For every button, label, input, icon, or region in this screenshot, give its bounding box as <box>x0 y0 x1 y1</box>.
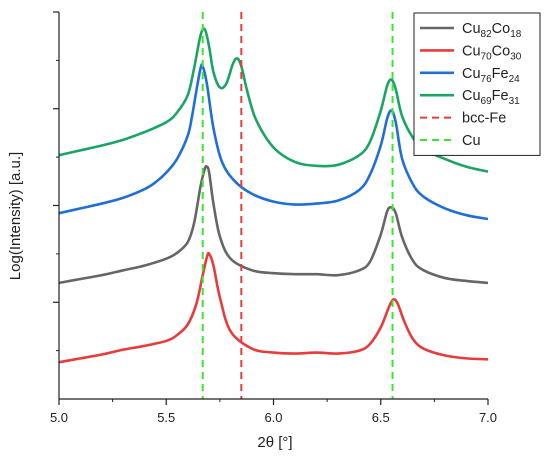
legend-label-cu82co18: Cu82Co18 <box>462 21 522 40</box>
x-tick-label: 7.0 <box>479 410 497 425</box>
x-tick-label: 6.0 <box>264 410 282 425</box>
legend-box <box>413 12 541 156</box>
legend-label-cu70co30: Cu70Co30 <box>462 43 522 62</box>
legend-label-bcc-fe: bcc-Fe <box>462 111 506 127</box>
x-tick-label: 5.5 <box>157 410 175 425</box>
legend-label-cu76fe24: Cu76Fe24 <box>462 66 520 85</box>
series-line-cu76fe24 <box>59 63 488 221</box>
x-tick-label: 6.5 <box>372 410 390 425</box>
series-line-cu82co18 <box>59 164 488 285</box>
x-axis-label: 2θ [°] <box>257 434 292 451</box>
plot-area <box>59 12 488 399</box>
legend-label-cu: Cu <box>462 133 481 149</box>
y-axis-label: Log(Intensity) [a.u.] <box>7 152 24 280</box>
legend: Cu82Co18 Cu70Co30 Cu76Fe24 Cu69Fe31 bcc-Fe Cu <box>413 12 541 156</box>
series-line-cu70co30 <box>59 251 488 364</box>
x-tick-label: 5.0 <box>50 410 68 425</box>
legend-label-cu69fe31: Cu69Fe31 <box>462 88 520 107</box>
series-line-cu69fe31 <box>59 27 488 173</box>
axes: 2θ [°] Log(Intensity) [a.u.] 5.0 5.5 6.0 6.… <box>7 11 497 451</box>
